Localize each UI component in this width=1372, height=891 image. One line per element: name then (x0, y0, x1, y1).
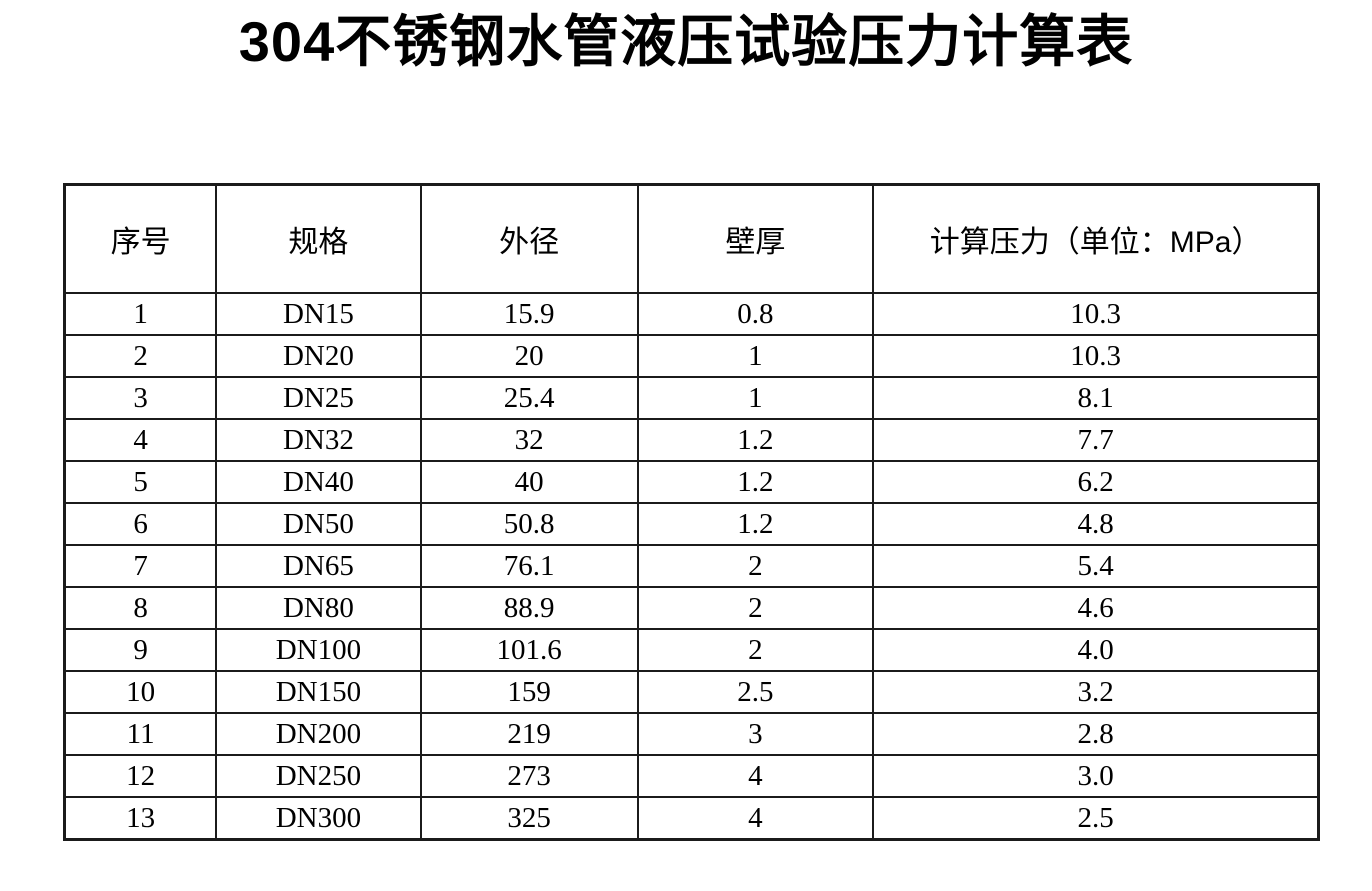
table-cell: 11 (63, 712, 218, 756)
table-cell: 219 (419, 712, 639, 756)
table-cell: 4.8 (872, 502, 1320, 546)
table-cell: 4.6 (872, 586, 1320, 630)
table-cell: 1.2 (636, 460, 875, 504)
table-cell: 40 (419, 460, 639, 504)
table-cell: 3.2 (872, 670, 1320, 714)
column-header-calc-pressure: 计算压力（单位：MPa） (872, 183, 1320, 294)
table-cell: 10 (63, 670, 218, 714)
table-cell: DN80 (215, 586, 422, 630)
table-cell: 3 (636, 712, 875, 756)
table-row: 13 DN300 325 4 2.5 (63, 796, 1320, 841)
table-cell: 2.5 (872, 796, 1320, 841)
table-cell: 76.1 (419, 544, 639, 588)
table-row: 8 DN80 88.9 2 4.6 (63, 586, 1320, 630)
table-cell: 8 (63, 586, 218, 630)
table-cell: 2 (636, 586, 875, 630)
table-cell: 2.5 (636, 670, 875, 714)
table-cell: DN65 (215, 544, 422, 588)
table-header-row: 序号 规格 外径 壁厚 计算压力（单位：MPa） (63, 183, 1320, 294)
table-cell: 2.8 (872, 712, 1320, 756)
table-cell: DN20 (215, 334, 422, 378)
table-cell: 2 (636, 544, 875, 588)
column-header-spec: 规格 (215, 183, 422, 294)
table-cell: DN250 (215, 754, 422, 798)
table-cell: DN32 (215, 418, 422, 462)
table-cell: 1 (636, 334, 875, 378)
table-cell: 2 (636, 628, 875, 672)
table-row: 9 DN100 101.6 2 4.0 (63, 628, 1320, 672)
table-cell: 325 (419, 796, 639, 841)
table-cell: DN25 (215, 376, 422, 420)
table-cell: 4 (636, 796, 875, 841)
table-cell: 6.2 (872, 460, 1320, 504)
page-title: 304不锈钢水管液压试验压力计算表 (238, 10, 1134, 73)
table-cell: 159 (419, 670, 639, 714)
table-cell: 1 (636, 376, 875, 420)
column-header-index: 序号 (63, 183, 218, 294)
table-cell: DN300 (215, 796, 422, 841)
table-row: 12 DN250 273 4 3.0 (63, 754, 1320, 798)
table-cell: 101.6 (419, 628, 639, 672)
table-cell: DN200 (215, 712, 422, 756)
table-row: 3 DN25 25.4 1 8.1 (63, 376, 1320, 420)
table-cell: 10.3 (872, 292, 1320, 336)
table-row: 6 DN50 50.8 1.2 4.8 (63, 502, 1320, 546)
table-cell: DN50 (215, 502, 422, 546)
table-cell: 50.8 (419, 502, 639, 546)
table-cell: 4 (63, 418, 218, 462)
table-row: 11 DN200 219 3 2.8 (63, 712, 1320, 756)
table-cell: 10.3 (872, 334, 1320, 378)
table-cell: 1.2 (636, 418, 875, 462)
table-cell: 3 (63, 376, 218, 420)
table-cell: DN150 (215, 670, 422, 714)
table-cell: 20 (419, 334, 639, 378)
table-row: 7 DN65 76.1 2 5.4 (63, 544, 1320, 588)
table-cell: 5 (63, 460, 218, 504)
column-header-outer-diameter: 外径 (419, 183, 639, 294)
table-cell: 273 (419, 754, 639, 798)
table-cell: 8.1 (872, 376, 1320, 420)
table-cell: 12 (63, 754, 218, 798)
table-cell: 4.0 (872, 628, 1320, 672)
table-row: 4 DN32 32 1.2 7.7 (63, 418, 1320, 462)
table-row: 2 DN20 20 1 10.3 (63, 334, 1320, 378)
pressure-calc-table: 序号 规格 外径 壁厚 计算压力（单位：MPa） 1 DN15 15.9 0.8 10.… (63, 183, 1320, 841)
table-row: 1 DN15 15.9 0.8 10.3 (63, 292, 1320, 336)
table-cell: DN15 (215, 292, 422, 336)
table-cell: 3.0 (872, 754, 1320, 798)
table-cell: 88.9 (419, 586, 639, 630)
table-cell: 5.4 (872, 544, 1320, 588)
table-body: 1 DN15 15.9 0.8 10.3 2 DN20 20 1 10.3 3 DN25 25.4 1 8.… (63, 292, 1320, 841)
table-cell: 13 (63, 796, 218, 841)
table-cell: DN100 (215, 628, 422, 672)
table-cell: 15.9 (419, 292, 639, 336)
table-cell: DN40 (215, 460, 422, 504)
table-cell: 9 (63, 628, 218, 672)
table-cell: 4 (636, 754, 875, 798)
table-cell: 25.4 (419, 376, 639, 420)
table-cell: 7 (63, 544, 218, 588)
table-cell: 7.7 (872, 418, 1320, 462)
table-cell: 32 (419, 418, 639, 462)
column-header-wall-thickness: 壁厚 (636, 183, 875, 294)
table-row: 10 DN150 159 2.5 3.2 (63, 670, 1320, 714)
table-cell: 1 (63, 292, 218, 336)
table-row: 5 DN40 40 1.2 6.2 (63, 460, 1320, 504)
table-cell: 1.2 (636, 502, 875, 546)
table-cell: 2 (63, 334, 218, 378)
table-cell: 0.8 (636, 292, 875, 336)
table-cell: 6 (63, 502, 218, 546)
